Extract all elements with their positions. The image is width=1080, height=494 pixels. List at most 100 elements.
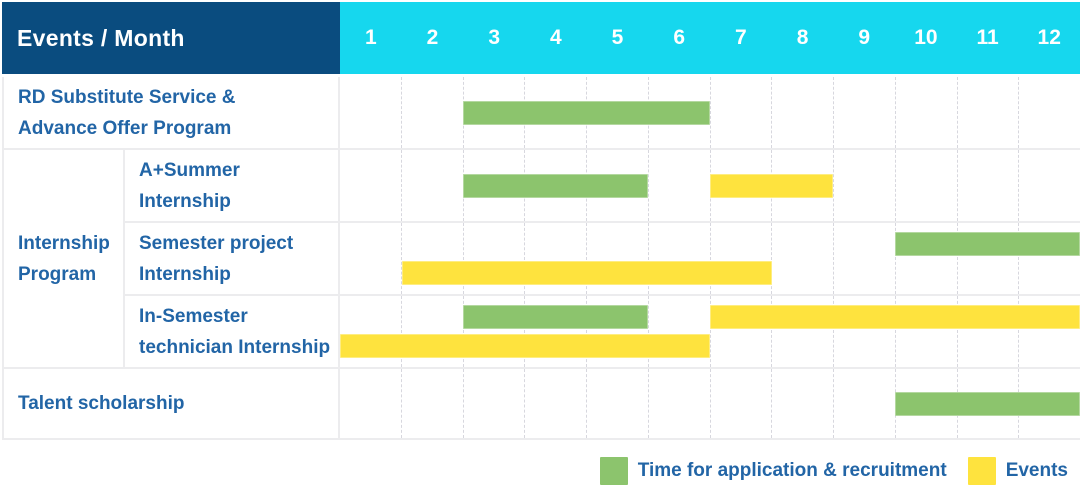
month-gridline — [649, 296, 711, 367]
month-header-row: 1 2 3 4 5 6 7 8 9 10 11 12 — [340, 2, 1080, 74]
month-gridlines — [340, 296, 1080, 367]
month-gridline — [772, 223, 834, 294]
row-label: Internship — [139, 263, 231, 285]
legend-item: Time for application & recruitment — [599, 457, 947, 485]
legend-swatch-green — [599, 457, 628, 485]
application-recruitment-bar — [463, 173, 649, 198]
events-bar — [710, 305, 1080, 329]
month-gridline — [896, 150, 958, 221]
application-recruitment-bar — [463, 100, 710, 125]
gantt-table: Events / Month 1 2 3 4 5 6 7 8 9 10 11 12 RD Substi… — [2, 2, 1080, 440]
month-gridline — [649, 369, 711, 438]
month-gridline — [464, 369, 526, 438]
legend-item: Events — [967, 457, 1068, 485]
month-gridline — [525, 223, 587, 294]
bar-line — [340, 98, 1080, 127]
month-gridline — [958, 77, 1020, 148]
row-chart-area — [340, 77, 1080, 150]
bar-line — [340, 259, 1080, 288]
month-header-cell: 3 — [488, 26, 501, 49]
month-gridline — [772, 77, 834, 148]
month-gridline — [649, 77, 711, 148]
month-gridline — [340, 150, 402, 221]
row-label: Semester project — [139, 232, 294, 254]
month-gridline — [402, 150, 464, 221]
month-gridline — [587, 223, 649, 294]
month-gridline — [402, 223, 464, 294]
bar-lines — [340, 369, 1080, 438]
row-chart-area — [340, 296, 1080, 369]
application-recruitment-bar — [895, 232, 1080, 256]
row-label: RD Substitute Service & — [18, 86, 236, 108]
bar-line — [340, 332, 1080, 361]
bar-line — [340, 389, 1080, 418]
month-gridline — [525, 296, 587, 367]
month-gridline — [711, 77, 773, 148]
bar-line — [340, 230, 1080, 259]
month-gridline — [958, 296, 1020, 367]
row-chart-area — [340, 369, 1080, 440]
legend-swatch-yellow — [967, 457, 996, 485]
month-header-cell: 2 — [426, 26, 439, 49]
events-bar — [340, 334, 710, 358]
row-chart-area — [340, 150, 1080, 223]
month-gridline — [834, 77, 896, 148]
bar-lines — [340, 77, 1080, 148]
header-events-month-cell: Events / Month — [2, 2, 340, 74]
month-gridline — [772, 150, 834, 221]
row-label-cell: Talent scholarship — [2, 369, 340, 440]
month-gridline — [834, 296, 896, 367]
month-gridline — [340, 223, 402, 294]
row-label: A+Summer — [139, 159, 240, 181]
month-gridline — [958, 223, 1020, 294]
month-header-cell: 7 — [735, 26, 747, 49]
row-label-cell: A+Summer Internship — [125, 150, 340, 223]
month-gridlines — [340, 223, 1080, 294]
month-header-cell: 11 — [976, 26, 999, 49]
bar-line — [340, 303, 1080, 332]
month-gridline — [711, 223, 773, 294]
month-gridline — [464, 296, 526, 367]
month-gridline — [896, 77, 958, 148]
month-gridline — [340, 296, 402, 367]
month-gridline — [587, 369, 649, 438]
row-label: In-Semester — [139, 305, 248, 327]
bar-lines — [340, 150, 1080, 221]
legend-label: Events — [1005, 460, 1068, 481]
month-gridline — [896, 223, 958, 294]
month-gridline — [587, 296, 649, 367]
month-gridline — [772, 369, 834, 438]
month-gridline — [958, 150, 1020, 221]
month-gridline — [834, 150, 896, 221]
month-gridline — [896, 296, 958, 367]
month-gridline — [711, 296, 773, 367]
row-label: Internship — [139, 190, 231, 212]
row-group-label: Internship — [18, 232, 110, 254]
bar-line — [340, 171, 1080, 200]
bar-lines — [340, 296, 1080, 367]
month-gridline — [340, 77, 402, 148]
row-label: Talent scholarship — [18, 393, 185, 414]
month-header-cell: 1 — [364, 26, 377, 49]
row-label: Advance Offer Program — [18, 117, 232, 139]
month-gridline — [649, 223, 711, 294]
month-gridline — [402, 369, 464, 438]
month-gridline — [340, 369, 402, 438]
month-gridline — [772, 296, 834, 367]
row-label-cell: RD Substitute Service & Advance Offer Pro… — [2, 77, 340, 150]
row-label: technician Internship — [139, 336, 331, 358]
month-header-cell: 6 — [673, 26, 686, 49]
month-header-cell: 12 — [1037, 26, 1061, 49]
row-label-cell: Semester project Internship — [125, 223, 340, 296]
row-label-cell: In-Semester technician Internship — [125, 296, 340, 369]
month-gridline — [711, 369, 773, 438]
month-header-cell: 9 — [858, 26, 871, 49]
row-group-cell: Internship Program — [2, 150, 125, 369]
events-bar — [401, 261, 772, 285]
application-recruitment-bar — [895, 391, 1080, 416]
events-bar — [710, 173, 834, 198]
month-gridline — [402, 296, 464, 367]
legend-label: Time for application & recruitment — [637, 460, 947, 481]
month-gridline — [834, 223, 896, 294]
month-header-cell: 4 — [550, 26, 562, 49]
